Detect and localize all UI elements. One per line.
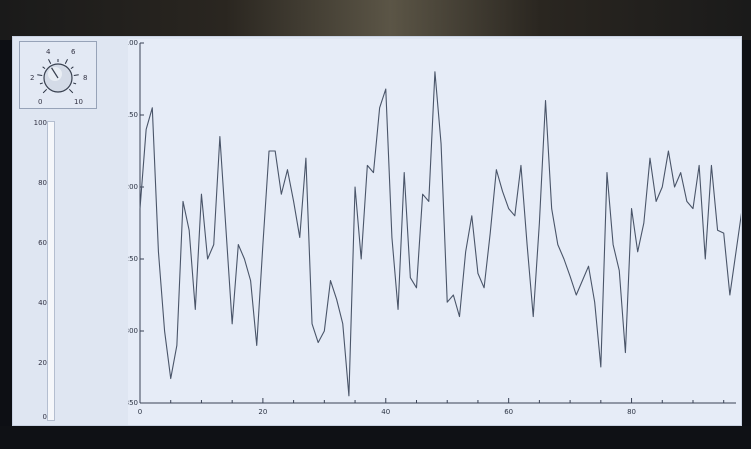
slider-tick-100: 100 xyxy=(33,119,47,127)
slider-scale: 100 80 60 40 20 0 xyxy=(19,117,49,423)
vertical-slider[interactable] xyxy=(47,121,55,421)
knob-label-0: 0 xyxy=(38,98,43,106)
y-tick-label: -100 xyxy=(128,39,138,47)
knob-tick xyxy=(64,59,68,64)
knob-label-10: 10 xyxy=(74,98,83,106)
knob-tick xyxy=(48,59,52,64)
knob-pointer xyxy=(51,67,59,79)
chart-series xyxy=(139,71,741,397)
slider-tick-80: 80 xyxy=(38,179,47,187)
knob-tick xyxy=(70,66,74,69)
knob-tick xyxy=(37,74,43,76)
monitor-screen: 0 2 4 6 8 10 100 80 60 40 20 0 -100-150-… xyxy=(12,36,742,426)
y-tick-label: -300 xyxy=(128,327,138,335)
camera-glare xyxy=(0,0,751,40)
knob-label-4: 4 xyxy=(46,48,51,56)
slider-tick-40: 40 xyxy=(38,299,47,307)
knob-label-6: 6 xyxy=(71,48,76,56)
knob-label-2: 2 xyxy=(30,74,35,82)
x-tick-label: 60 xyxy=(504,408,513,416)
knob-tick xyxy=(68,88,74,94)
x-tick-label: 0 xyxy=(138,408,142,416)
knob-ticks xyxy=(37,59,79,94)
control-panel: 0 2 4 6 8 10 100 80 60 40 20 0 xyxy=(13,37,125,425)
knob[interactable] xyxy=(20,42,98,110)
x-tick-label: 80 xyxy=(627,408,636,416)
chart-ticks: -100 -150 -200 -250 -300 -3500 20 40 60 80 xyxy=(128,39,725,416)
knob-tick xyxy=(42,88,48,94)
line-chart: -100 -150 -200 -250 -300 -3500 20 40 60 80 xyxy=(128,39,741,416)
monitor-bezel xyxy=(0,426,751,449)
knob-tick xyxy=(73,82,77,85)
knob-tick xyxy=(42,66,46,69)
y-tick-label: -250 xyxy=(128,255,138,263)
slider-tick-20: 20 xyxy=(38,359,47,367)
chart-axes xyxy=(139,43,736,404)
plot-area: -100 -150 -200 -250 -300 -3500 20 40 60 80 xyxy=(128,39,741,425)
knob-label-8: 8 xyxy=(83,74,88,82)
knob-tick xyxy=(39,82,43,85)
knob-frame: 0 2 4 6 8 10 xyxy=(19,41,97,109)
y-tick-label: -350 xyxy=(128,399,138,407)
x-tick-label: 40 xyxy=(381,408,390,416)
y-tick-label: -150 xyxy=(128,111,138,119)
knob-tick xyxy=(73,74,79,76)
slider-tick-0: 0 xyxy=(42,413,47,421)
x-tick-label: 20 xyxy=(258,408,267,416)
slider-tick-60: 60 xyxy=(38,239,47,247)
y-tick-label: -200 xyxy=(128,183,138,191)
series-line xyxy=(139,71,741,397)
